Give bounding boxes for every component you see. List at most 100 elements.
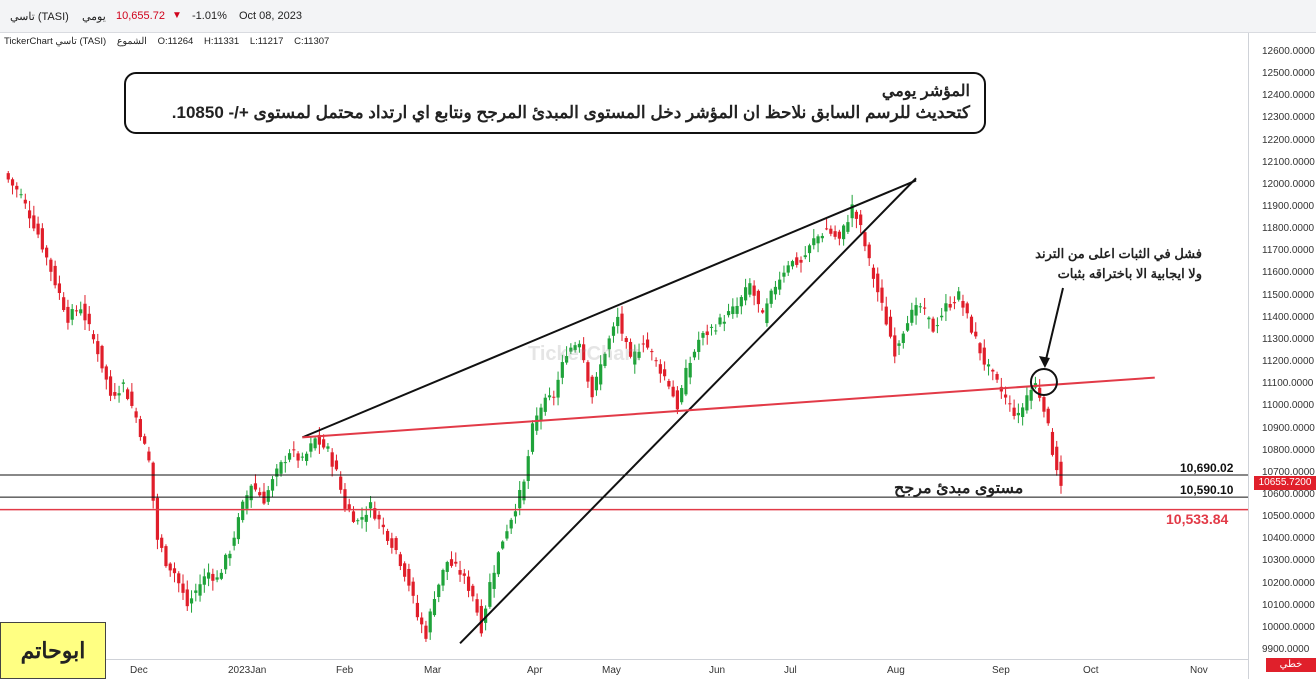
candle-body [113,392,117,396]
candle-body [965,303,969,314]
candle-body [744,287,748,301]
candle-body [782,272,786,277]
candle-body [317,434,321,445]
candle-body [773,286,778,295]
candle-body [893,335,897,357]
candle-body [616,316,620,327]
price-tick-label: 11500.0000 [1262,289,1315,301]
candle-body [368,502,373,509]
candle-body [513,511,518,517]
candle-body [1021,407,1025,418]
candle-body [752,285,756,296]
candle-body [863,232,867,247]
price-tick-label: 11200.0000 [1262,356,1315,368]
candle-body [914,305,918,316]
candle-body [117,393,121,396]
candle-body [991,369,995,372]
candle-body [32,215,36,229]
candle-body [1059,461,1063,486]
candle-body [53,265,57,286]
candle-body [952,302,957,304]
candle-body [624,338,628,343]
candle-body [876,273,880,293]
candle-body [334,460,339,470]
ohlc-open: O:11264 [157,36,194,47]
candle-body [658,364,662,374]
candle-body [305,453,309,461]
candle-body [49,259,53,272]
note-body: كتحديث للرسم السابق نلاحظ ان المؤشر دخل … [171,103,970,122]
symbol-name[interactable]: تاسي (TASI) [10,11,69,23]
candle-body [871,267,876,279]
price-tick-label: 10400.0000 [1262,533,1315,545]
candle-body [339,476,343,490]
candle-body [948,304,952,308]
candle-body [381,524,385,528]
candle-body [194,590,198,593]
candle-body [735,305,739,314]
candle-body [594,376,599,391]
candle-body [1025,395,1029,411]
candle-body [40,228,44,250]
candle-body [675,390,680,410]
candle-body [692,351,697,358]
time-tick-label: Mar [424,665,442,676]
candle-body [466,576,471,591]
candle-body [535,415,539,431]
candle-body [270,479,275,491]
candle-body [241,501,245,521]
ohlc-close: C:11307 [294,36,330,47]
candle-body [492,572,496,589]
candle-body [143,436,147,444]
time-tick-label: Jun [709,665,726,676]
candle-body [599,364,603,385]
candle-body [407,568,411,586]
candle-body [564,356,569,363]
time-tick-label: Sep [992,665,1010,676]
candle-body [816,236,820,244]
candle-body [530,423,535,452]
candle-body [177,573,181,584]
candle-body [458,570,462,575]
candle-body [96,341,100,355]
price-tick-label: 11000.0000 [1262,400,1315,412]
candle-body [667,381,671,387]
candle-body [501,541,505,549]
candle-body [518,489,522,509]
candle-body [445,562,449,572]
candle-body [258,492,262,496]
candle-body [739,297,743,307]
price-axis[interactable] [1248,33,1316,679]
candle-body [778,279,782,290]
period-label[interactable]: يومي [82,11,106,23]
candle-body [969,316,974,333]
candle-body [130,391,134,406]
line-type-button[interactable]: خطي [1266,658,1316,672]
candle-body [160,537,164,548]
candle-body [671,386,675,397]
candle-body [701,332,705,338]
level-label-10533: 10,533.84 [1166,511,1229,527]
candle-body [910,309,914,323]
candle-body [91,334,96,340]
failure-note-line-2: ولا ايجابية الا باختراقه بثبات [1057,266,1202,281]
candle-body [219,572,223,579]
time-tick-label: Nov [1190,665,1208,676]
candle-body [556,379,560,398]
candle-body [496,552,500,575]
candle-body [974,331,978,337]
candle-body [684,367,688,395]
candle-body [211,573,215,581]
time-axis[interactable] [0,659,1248,680]
candle-body [539,407,543,421]
candle-body [880,287,884,303]
candle-body [603,353,607,366]
candle-body [326,446,330,449]
down-arrow-icon: ▼ [172,10,182,21]
candle-body [961,301,965,308]
candle-body [10,179,15,186]
candle-body [432,599,437,616]
last-price-tag: 10655.7200 [1254,476,1316,490]
candle-body [1046,408,1050,424]
